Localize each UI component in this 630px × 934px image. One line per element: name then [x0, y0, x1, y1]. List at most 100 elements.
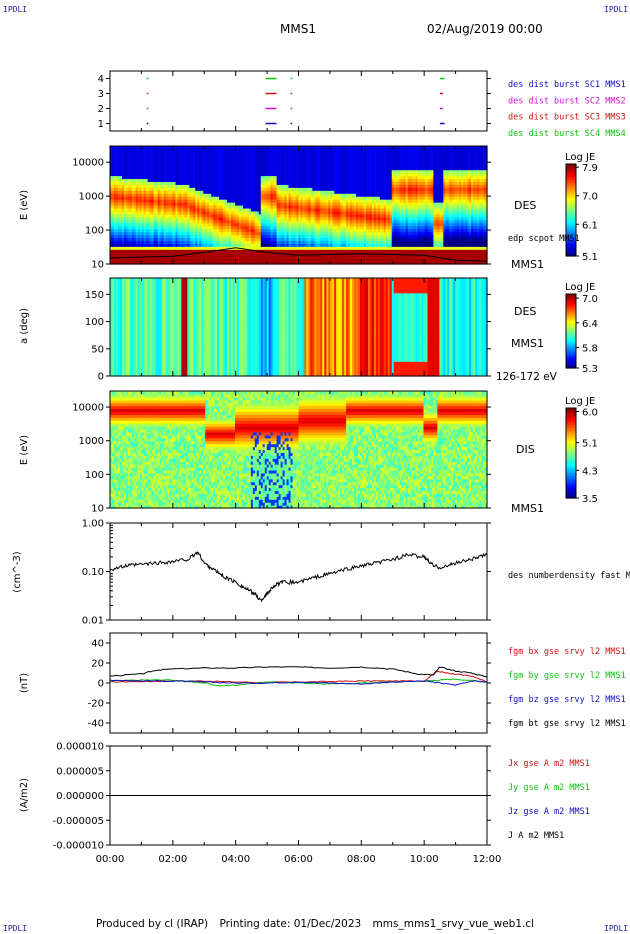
colorbar-tick-label: 6.1: [582, 220, 598, 231]
spacecraft-title: MMS1: [280, 22, 316, 36]
x-tick-label: 10:00: [410, 854, 439, 865]
des-energy-instrument-label: DES: [514, 199, 536, 212]
magnetic-field-legend-entry: fgm bx gse srvy l2 MMS1: [508, 647, 626, 657]
dis-energy-colorbar-frame: [565, 407, 577, 499]
colorbar-title: Log JE: [565, 152, 595, 163]
des-energy-y-tick-label: 10: [91, 260, 104, 271]
colorbar-tick-label: 6.4: [582, 319, 598, 330]
x-tick-label: 02:00: [158, 854, 187, 865]
magnetic-field-legend-entry: fgm by gse srvy l2 MMS1: [508, 671, 626, 681]
dis-energy-y-tick-label: 10000: [72, 403, 104, 414]
des-pitch-y-tick-label: 50: [91, 344, 104, 355]
magnetic-field-y-tick-label: -20: [88, 699, 104, 710]
current-density-y-tick-label: -0.000005: [53, 816, 104, 827]
des-pitch-y-tick-label: 150: [85, 290, 104, 301]
magnetic-field-y-tick-label: 20: [91, 659, 104, 670]
x-tick-label: 08:00: [347, 854, 376, 865]
colorbar-tick-label: 6.0: [582, 407, 598, 418]
dis-energy-y-tick-label: 1000: [79, 436, 104, 447]
x-tick-label: 04:00: [221, 854, 250, 865]
burst-y-tick-label: 1: [98, 119, 104, 130]
colorbar-tick-label: 4.3: [582, 466, 598, 477]
des-pitch-energy-range-label: 126-172 eV: [496, 371, 558, 383]
density-y-tick-label: 1.00: [82, 519, 104, 530]
footer-script-name: mms_mms1_srvy_vue_web1.cl: [373, 918, 535, 930]
density-y-tick-label: 0.10: [82, 567, 104, 578]
density-y-tick-label: 0.01: [82, 616, 104, 627]
current-density-legend-entry: Jy gse A m2 MMS1: [508, 783, 590, 793]
magnetic-field-legend-entry: fgm bt gse srvy l2 MMS1: [508, 719, 626, 729]
magnetic-field-y-tick-label: 40: [91, 639, 104, 650]
colorbar-title: Log JE: [565, 396, 595, 407]
current-density-y-tick-label: 0.000010: [56, 742, 104, 753]
des-energy-spectrogram: [110, 146, 488, 265]
magnetic-field-line-2: [109, 679, 488, 686]
footer-printing-date: Printing date: 01/Dec/2023: [219, 918, 361, 930]
des-pitch-y-tick-label: 0: [98, 372, 104, 383]
density-y-label: (cm^-3): [12, 551, 23, 592]
des-pitch-instrument-label: DES: [514, 305, 536, 318]
corner-label-top-left: IPDLI: [3, 5, 27, 14]
des-energy-y-tick-label: 100: [85, 226, 104, 237]
dis-energy-spacecraft-label: MMS1: [511, 502, 544, 515]
des-pitch-y-label: a (deg): [19, 308, 30, 344]
footer-produced-by: Produced by cl (IRAP): [96, 918, 208, 930]
current-density-legend-entry: Jx gse A m2 MMS1: [508, 759, 590, 769]
current-density-y-tick-label: 0.000000: [56, 791, 104, 802]
dis-energy-instrument-label: DIS: [516, 443, 535, 456]
burst-y-tick-label: 3: [98, 89, 104, 100]
corner-label-bottom-left: IPDLI: [3, 924, 27, 933]
date-title: 02/Aug/2019 00:00: [427, 22, 543, 36]
x-tick-label: 12:00: [473, 854, 502, 865]
des-energy-spacecraft-label: MMS1: [511, 258, 544, 271]
des-energy-y-label: E (eV): [19, 190, 30, 220]
magnetic-field-legend-entry: fgm bz gse srvy l2 MMS1: [508, 695, 626, 705]
corner-label-top-right: IPDLI: [604, 5, 628, 14]
burst-legend-entry: des dist burst SC4 MMS4: [508, 129, 626, 139]
dis-energy-y-label: E (eV): [19, 435, 30, 465]
des-energy-colorbar: [566, 164, 576, 257]
colorbar-tick-label: 5.1: [582, 439, 598, 450]
x-tick-label: 00:00: [96, 854, 125, 865]
des-pitch-spectrogram: [110, 278, 488, 377]
burst-y-tick-label: 2: [98, 104, 104, 115]
x-tick-label: 06:00: [284, 854, 313, 865]
colorbar-tick-label: 7.0: [582, 192, 598, 203]
magnetic-field-y-label: (nT): [19, 673, 30, 693]
des-energy-colorbar-frame: [565, 163, 577, 257]
spacecraft-potential-line: [109, 247, 488, 262]
des-energy-scpot-label: edp scpot MMS1: [508, 234, 580, 244]
colorbar-tick-label: 5.3: [582, 364, 598, 375]
colorbar-tick-label: 5.8: [582, 343, 598, 354]
current-density-legend-entry: Jz gse A m2 MMS1: [508, 807, 590, 817]
current-density-legend-entry: J A m2 MMS1: [508, 831, 564, 841]
density-legend-entry: des numberdensity fast M: [508, 571, 630, 581]
density-line: [109, 550, 488, 603]
density-panel-frame: [109, 522, 488, 621]
current-density-y-tick-label: -0.000010: [53, 841, 104, 852]
dis-energy-spectrogram: [110, 391, 488, 509]
current-density-y-label: (A/m2): [19, 778, 30, 812]
dis-energy-y-tick-label: 10: [91, 504, 104, 515]
des-pitch-colorbar-frame: [565, 293, 577, 369]
colorbar-title: Log JE: [565, 282, 595, 293]
des-energy-y-tick-label: 10000: [72, 158, 104, 169]
magnetic-field-y-tick-label: 0: [98, 679, 104, 690]
dis-energy-y-tick-label: 100: [85, 470, 104, 481]
burst-panel-frame: [109, 70, 488, 132]
burst-legend-entry: des dist burst SC3 MMS3: [508, 113, 626, 123]
current-density-y-tick-label: 0.000005: [56, 766, 104, 777]
burst-y-tick-label: 4: [98, 74, 104, 85]
corner-label-bottom-right: IPDLI: [604, 924, 628, 933]
magnetic-field-y-tick-label: -40: [88, 719, 104, 730]
des-energy-y-tick-label: 1000: [79, 192, 104, 203]
colorbar-tick-label: 7.9: [582, 163, 598, 174]
des-pitch-colorbar: [566, 294, 576, 369]
burst-legend-entry: des dist burst SC2 MMS2: [508, 96, 626, 106]
magnetic-field-line-3: [109, 666, 488, 678]
colorbar-tick-label: 3.5: [582, 494, 598, 505]
des-pitch-y-tick-label: 100: [85, 317, 104, 328]
des-pitch-spacecraft-label: MMS1: [511, 337, 544, 350]
colorbar-tick-label: 5.1: [582, 252, 598, 263]
